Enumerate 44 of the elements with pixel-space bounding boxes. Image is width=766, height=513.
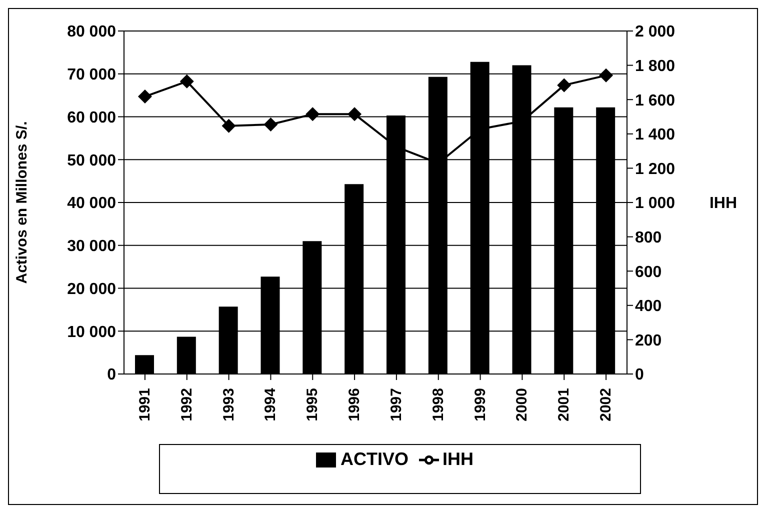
x-tick-label: 1997 — [388, 388, 405, 422]
point — [264, 117, 278, 132]
point — [599, 68, 614, 82]
x-tick-label: 1998 — [430, 388, 447, 422]
y2-tick-label: 600 — [635, 264, 662, 281]
x-tick-label: 1999 — [472, 388, 489, 422]
y2-tick-label: 200 — [635, 332, 662, 350]
y-tick-label: 30 000 — [67, 238, 116, 256]
x-tick-label: 1991 — [136, 388, 154, 422]
y-tick-label: 50 000 — [67, 152, 116, 170]
point — [557, 78, 572, 92]
point — [222, 118, 236, 133]
y-tick-label: 80 000 — [67, 24, 116, 41]
legend-label: IHH — [442, 449, 474, 469]
x-tick-label: 1996 — [346, 388, 364, 422]
point — [180, 74, 194, 88]
y-tick-label: 60 000 — [67, 109, 116, 126]
point — [306, 107, 320, 122]
y-axis-title: Activos en Millones S/. — [13, 121, 30, 284]
x-tick-label: 1994 — [262, 387, 280, 422]
y2-tick-label: 1 600 — [635, 92, 676, 110]
legend-label: ACTIVO — [340, 449, 408, 469]
point — [138, 90, 152, 104]
y2-axis-title: IHH — [709, 195, 737, 212]
x-tick-label: 1992 — [178, 388, 196, 422]
x-tick-label: 1995 — [304, 388, 322, 422]
y2-tick-label: 400 — [635, 298, 662, 316]
x-tick-label: 2001 — [556, 388, 573, 422]
x-tick-label: 2002 — [598, 388, 615, 422]
y-tick-label: 10 000 — [67, 324, 116, 341]
y2-tick-label: 800 — [635, 229, 662, 246]
y-tick-label: 70 000 — [67, 66, 116, 84]
y-tick-label: 40 000 — [67, 195, 116, 212]
y2-tick-label: 1 000 — [635, 195, 676, 212]
y-tick-label: 0 — [107, 366, 116, 384]
y2-tick-label: 1 200 — [635, 160, 676, 178]
y-tick-label: 20 000 — [67, 280, 116, 298]
y2-tick-label: 1 800 — [635, 58, 676, 75]
x-tick-label: 2000 — [514, 388, 531, 422]
y2-tick-label: 0 — [635, 366, 644, 384]
x-tick-label: 1993 — [220, 388, 238, 422]
y2-tick-label: 2 000 — [635, 24, 676, 41]
y2-tick-label: 1 400 — [635, 126, 676, 144]
point — [348, 107, 362, 122]
